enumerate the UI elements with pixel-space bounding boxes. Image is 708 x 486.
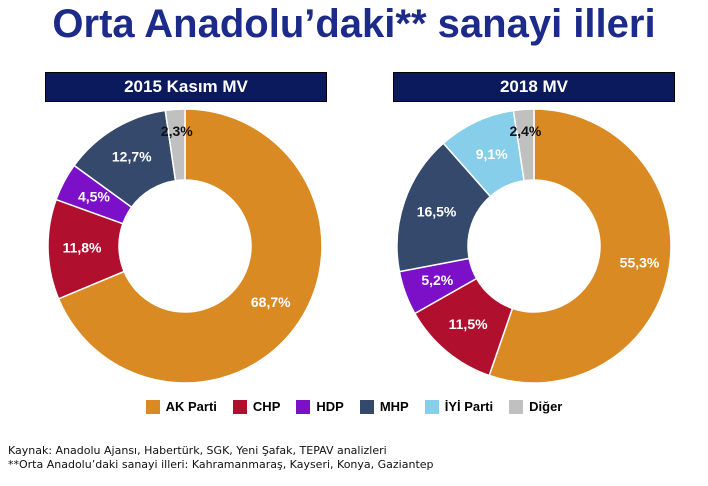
provinces-note: **Orta Anadolu’daki sanayi illeri: Kahra…: [8, 458, 434, 471]
source-note: Kaynak: Anadolu Ajansı, Habertürk, SGK, …: [8, 444, 387, 457]
data-label-mhp: 16,5%: [417, 203, 457, 219]
data-label-mhp: 12,7%: [112, 149, 152, 165]
legend-swatch: [296, 399, 311, 414]
slice-diger: [164, 108, 186, 182]
data-label-diger: 2,3%: [161, 123, 193, 139]
legend-label: MHP: [379, 399, 409, 414]
chart-title-2018: 2018 MV: [393, 72, 675, 102]
legend-item-diger: Diğer: [509, 399, 562, 414]
data-label-iyi-parti: 9,1%: [476, 146, 508, 162]
chart-title-2015: 2015 Kasım MV: [45, 72, 327, 102]
donut-chart-2018: 55,3% 11,5% 5,2% 16,5% 9,1%2,4%: [396, 108, 672, 384]
data-label-diger: 2,4%: [509, 123, 541, 139]
data-label-hdp: 5,2%: [421, 272, 453, 288]
legend-item-iyi-parti: İYİ Parti: [424, 399, 494, 414]
slice-diger: [512, 108, 535, 182]
legend-swatch: [509, 399, 524, 414]
data-label-hdp: 4,5%: [78, 189, 110, 205]
legend-label: CHP: [252, 399, 281, 414]
legend-swatch: [145, 399, 160, 414]
legend-swatch: [359, 399, 374, 414]
data-label-ak-parti: 55,3%: [620, 254, 660, 270]
page-title: Orta Anadolu’daki** sanayi illeri: [52, 2, 656, 46]
data-label-chp: 11,5%: [449, 316, 488, 332]
legend-label: HDP: [316, 399, 344, 414]
data-label-chp: 11,8%: [63, 239, 102, 255]
legend-swatch: [424, 399, 439, 414]
legend: AK Parti CHP HDP MHP İYİ Parti Diğer: [0, 399, 708, 414]
footnotes: Kaynak: Anadolu Ajansı, Habertürk, SGK, …: [8, 444, 434, 472]
legend-label: Diğer: [529, 399, 563, 414]
slice-ak-parti: [57, 108, 323, 384]
legend-item-hdp: HDP: [296, 399, 344, 414]
legend-label: AK Parti: [165, 399, 217, 414]
legend-item-chp: CHP: [232, 399, 281, 414]
legend-item-ak-parti: AK Parti: [145, 399, 217, 414]
legend-label: İYİ Parti: [444, 399, 494, 414]
legend-item-mhp: MHP: [359, 399, 409, 414]
donut-chart-2015: 68,7% 11,8% 4,5% 12,7% 2,3%: [47, 108, 323, 384]
data-label-ak-parti: 68,7%: [251, 294, 291, 310]
legend-swatch: [232, 399, 247, 414]
